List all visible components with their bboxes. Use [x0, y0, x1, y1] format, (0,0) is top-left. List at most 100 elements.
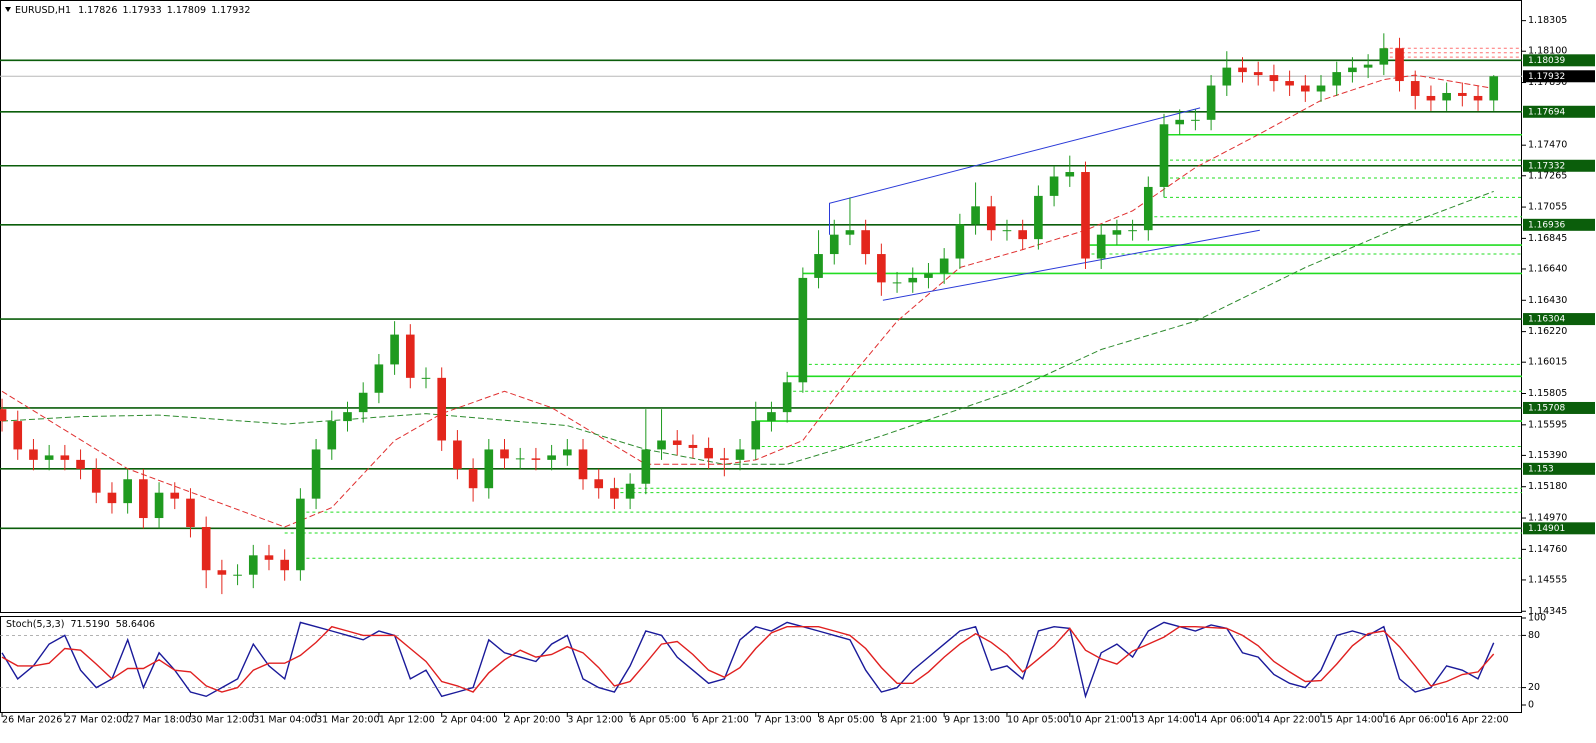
candle-body [688, 444, 698, 448]
channel-line [829, 107, 1201, 235]
x-tick-label: 14 Apr 22:00 [1258, 715, 1320, 726]
candle-body [405, 334, 415, 378]
level-label-box [1523, 105, 1595, 118]
x-tick-label: 16 Apr 06:00 [1384, 715, 1446, 726]
candle-body [170, 492, 180, 499]
y-tick-label: 1.18100 [1528, 46, 1567, 57]
moving-average [1, 190, 1494, 465]
candle-body [76, 459, 85, 469]
candle-body [782, 382, 792, 413]
candle-body [1065, 172, 1075, 177]
candle-body [1112, 230, 1122, 235]
candle-body [0, 409, 7, 422]
candle-body [610, 488, 619, 499]
candle-body [1253, 72, 1263, 76]
stoch-title: Stoch(5,3,3) [6, 619, 64, 630]
x-tick-label: 2 Apr 20:00 [505, 715, 561, 726]
y-tick-label: 1.14760 [1528, 544, 1567, 555]
candle-body [1222, 67, 1232, 86]
candle-body [296, 498, 305, 571]
candle-body [1410, 81, 1420, 96]
x-tick-label: 15 Apr 14:00 [1321, 715, 1383, 726]
candle-body [735, 449, 745, 460]
candle-body [468, 468, 478, 489]
y-tick-label: 1.16845 [1528, 233, 1567, 244]
candle-body [248, 555, 258, 575]
x-tick-label: 31 Mar 04:00 [253, 715, 316, 726]
candle-body [562, 449, 572, 456]
candle-body [1332, 72, 1342, 86]
candle-body [531, 458, 541, 460]
level-label-box [1523, 522, 1595, 535]
x-tick-label: 8 Apr 05:00 [819, 715, 875, 726]
candle-body [1049, 176, 1059, 196]
y-tick-label: 1.17265 [1528, 170, 1567, 181]
candle-body [280, 559, 289, 571]
candle-body [13, 421, 23, 450]
candle-body [594, 479, 604, 489]
x-tick-label: 6 Apr 05:00 [630, 715, 686, 726]
chart-header: EURUSD,H1 1.17826 1.17933 1.17809 1.1793… [15, 5, 250, 16]
y-tick-label: 1.15595 [1528, 419, 1567, 430]
stoch-y-tick-label: 20 [1528, 682, 1540, 693]
collapse-icon [5, 7, 11, 12]
candle-body [515, 458, 525, 460]
candle-body [625, 483, 635, 499]
x-tick-label: 10 Apr 21:00 [1070, 715, 1132, 726]
candle-body [500, 449, 509, 459]
candle-body [939, 258, 949, 274]
x-tick-label: 10 Apr 05:00 [1007, 715, 1069, 726]
x-tick-label: 31 Mar 20:00 [316, 715, 379, 726]
candle-body [1363, 64, 1373, 68]
candle-body [1081, 172, 1090, 259]
x-tick-label: 27 Mar 02:00 [65, 715, 128, 726]
level-label: 1.14901 [1528, 524, 1565, 534]
y-tick-label: 1.17890 [1528, 77, 1567, 88]
candle-body [971, 206, 980, 225]
candle-body [877, 254, 886, 283]
header-open: 1.17826 [78, 5, 117, 16]
level-label: 1.153 [1528, 464, 1554, 474]
x-tick-label: 1 Apr 12:00 [379, 715, 435, 726]
candle-body [1238, 67, 1247, 73]
y-tick-label: 1.16220 [1528, 326, 1567, 337]
candle-body [767, 412, 776, 422]
current-price-label: 1.17932 [1528, 72, 1565, 82]
header-low: 1.17809 [167, 5, 206, 16]
stoch-signal-value: 58.6406 [116, 619, 155, 630]
candle-body [123, 479, 132, 504]
level-label: 1.15708 [1528, 403, 1565, 413]
candle-body [1143, 186, 1153, 231]
candle-body [453, 440, 462, 469]
candle-body [1300, 85, 1310, 92]
header-close: 1.17932 [211, 5, 250, 16]
level-label: 1.18039 [1528, 56, 1565, 66]
candle-body [578, 449, 588, 480]
candle-body [908, 277, 918, 283]
candle-body [1489, 76, 1499, 101]
x-tick-label: 27 Mar 18:00 [128, 715, 191, 726]
level-label-box [1523, 313, 1595, 326]
y-tick-label: 1.15390 [1528, 450, 1567, 461]
level-label: 1.16936 [1528, 220, 1565, 230]
candle-body [233, 574, 242, 576]
stoch-pane-frame [0, 616, 1522, 713]
candle-body [1473, 95, 1483, 101]
candle-body [798, 277, 808, 383]
candle-body [139, 479, 148, 519]
y-tick-label: 1.17470 [1528, 140, 1567, 151]
x-tick-label: 6 Apr 21:00 [693, 715, 749, 726]
candle-body [955, 224, 965, 259]
price-pane-frame [0, 0, 1522, 613]
y-tick-label: 1.16430 [1528, 295, 1567, 306]
candle-body [1395, 48, 1404, 82]
symbol: EURUSD,H1 [15, 5, 71, 16]
candle-body [1002, 230, 1012, 232]
level-label-box [1523, 54, 1595, 67]
y-tick-label: 1.16015 [1528, 357, 1567, 368]
level-label-box [1523, 218, 1595, 231]
candle-body [672, 440, 682, 445]
candle-body [343, 412, 352, 422]
candle-body [1159, 124, 1169, 187]
candle-body [327, 421, 337, 450]
